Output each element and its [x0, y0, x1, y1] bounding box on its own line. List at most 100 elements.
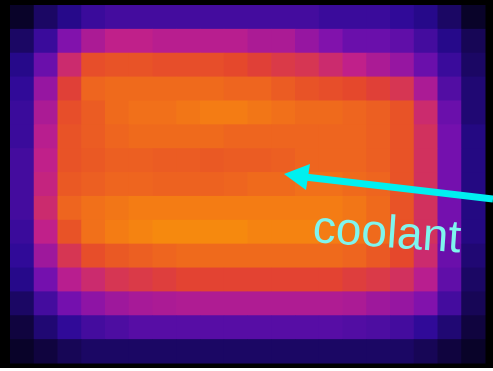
cell: [81, 172, 105, 196]
cell: [34, 77, 58, 101]
cell: [461, 5, 485, 29]
cell: [366, 339, 390, 363]
cell: [224, 100, 248, 124]
cell: [81, 268, 105, 292]
cell: [271, 29, 295, 53]
chart: coolant: [0, 0, 493, 371]
cell: [461, 124, 485, 148]
cell: [81, 196, 105, 220]
cell: [10, 196, 34, 220]
cell: [105, 244, 129, 268]
cell: [200, 268, 224, 292]
cell: [343, 291, 367, 315]
cell: [176, 291, 200, 315]
cell: [129, 339, 153, 363]
cell: [176, 315, 200, 339]
cell: [271, 196, 295, 220]
cell: [105, 29, 129, 53]
cell: [58, 291, 82, 315]
cell: [129, 315, 153, 339]
cell: [129, 29, 153, 53]
cell: [10, 53, 34, 77]
cell: [58, 77, 82, 101]
cell: [105, 172, 129, 196]
cell: [176, 29, 200, 53]
cell: [153, 268, 177, 292]
cell: [224, 196, 248, 220]
cell: [200, 291, 224, 315]
cell: [295, 53, 319, 77]
cell: [153, 124, 177, 148]
cell: [176, 220, 200, 244]
cell: [271, 291, 295, 315]
cell: [129, 220, 153, 244]
cell: [153, 196, 177, 220]
cell: [176, 53, 200, 77]
cell: [34, 196, 58, 220]
cell: [224, 53, 248, 77]
cell: [153, 53, 177, 77]
cell: [224, 148, 248, 172]
cell: [58, 196, 82, 220]
cell: [153, 339, 177, 363]
cell: [224, 5, 248, 29]
cell: [200, 53, 224, 77]
cell: [176, 339, 200, 363]
cell: [58, 315, 82, 339]
cell: [81, 53, 105, 77]
cell: [34, 148, 58, 172]
cell: [200, 172, 224, 196]
cell: [248, 77, 272, 101]
cell: [390, 291, 414, 315]
cell: [10, 268, 34, 292]
cell: [343, 315, 367, 339]
cell: [129, 148, 153, 172]
cell: [10, 124, 34, 148]
cell: [81, 220, 105, 244]
cell: [271, 5, 295, 29]
cell: [200, 124, 224, 148]
cell: [390, 148, 414, 172]
cell: [153, 29, 177, 53]
cell: [295, 268, 319, 292]
cell: [224, 172, 248, 196]
cell: [366, 100, 390, 124]
cell: [390, 315, 414, 339]
cell: [81, 291, 105, 315]
cell: [319, 53, 343, 77]
cell: [390, 339, 414, 363]
cell: [105, 148, 129, 172]
cell: [34, 5, 58, 29]
cell: [295, 5, 319, 29]
cell: [34, 315, 58, 339]
cell: [414, 315, 438, 339]
cell: [390, 5, 414, 29]
cell: [34, 100, 58, 124]
cell: [81, 77, 105, 101]
cell: [343, 148, 367, 172]
cell: [200, 196, 224, 220]
cell: [295, 124, 319, 148]
cell: [58, 148, 82, 172]
cell: [58, 29, 82, 53]
cell: [438, 124, 462, 148]
cell: [461, 291, 485, 315]
cell: [81, 100, 105, 124]
cell: [319, 291, 343, 315]
cell: [200, 77, 224, 101]
cell: [366, 124, 390, 148]
cell: [295, 29, 319, 53]
cell: [153, 77, 177, 101]
cell: [366, 148, 390, 172]
cell: [438, 77, 462, 101]
cell: [248, 196, 272, 220]
cell: [153, 100, 177, 124]
cell: [414, 29, 438, 53]
cell: [129, 53, 153, 77]
cell: [319, 268, 343, 292]
cell: [295, 77, 319, 101]
cell: [271, 315, 295, 339]
cell: [461, 220, 485, 244]
cell: [438, 5, 462, 29]
cell: [271, 100, 295, 124]
